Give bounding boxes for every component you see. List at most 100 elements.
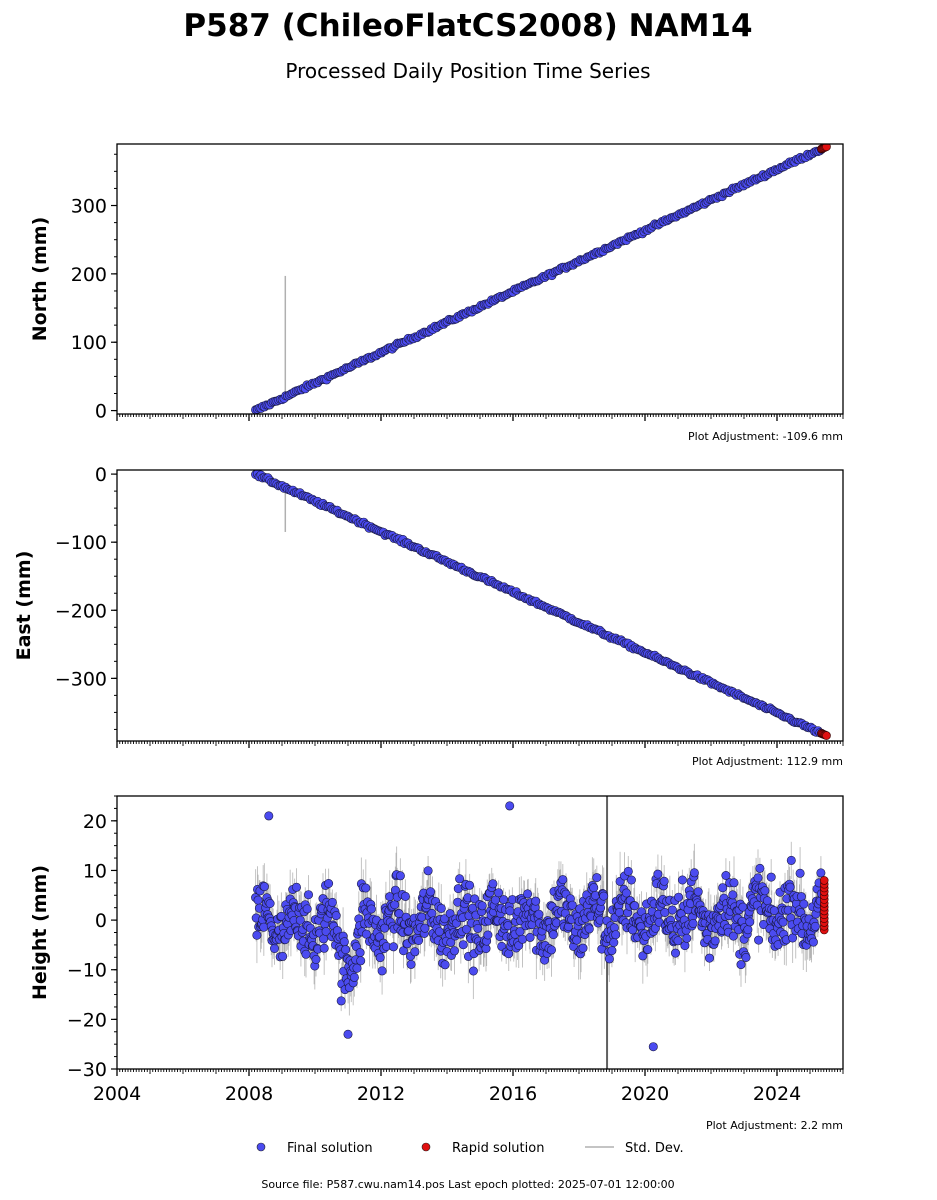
height-final-point [718, 883, 728, 893]
north-ytick-label: 300 [71, 196, 107, 218]
height-final-point [599, 891, 609, 901]
height-final-point [420, 923, 430, 933]
height-final-point [410, 947, 420, 957]
north-ytick-label: 200 [71, 264, 107, 286]
height-final-point [423, 866, 433, 876]
height-final-point [572, 935, 582, 945]
height-final-point [667, 905, 677, 915]
height-final-point [721, 870, 731, 880]
east-ytick-label: −100 [55, 532, 107, 554]
height-final-point [674, 892, 684, 902]
height-final-point [499, 895, 509, 905]
height-final-point [253, 895, 263, 905]
height-final-point [252, 930, 262, 940]
height-final-point [670, 948, 680, 958]
height-final-point [355, 948, 365, 958]
north-ytick-label: 100 [71, 332, 107, 354]
height-xtick-label: 2004 [93, 1083, 141, 1105]
height-final-point [810, 921, 820, 931]
east-rapid-point [822, 731, 831, 740]
source-footer: Source file: P587.cwu.nam14.pos Last epo… [261, 1178, 674, 1191]
height-final-point [589, 883, 599, 893]
height-final-point [754, 935, 764, 945]
height-final-point [584, 924, 594, 934]
height-final-point [341, 945, 351, 955]
height-final-point [762, 896, 772, 906]
height-plot-area [251, 796, 829, 1069]
east-frame [116, 469, 844, 742]
height-final-point [604, 954, 614, 964]
height-final-point [269, 943, 279, 953]
height-final-point [643, 944, 653, 954]
height-final-point [759, 919, 769, 929]
height-final-point [356, 956, 366, 966]
height-final-point [523, 889, 533, 899]
height-final-point [336, 996, 346, 1006]
east-ytick-label: −300 [55, 668, 107, 690]
height-final-point [558, 875, 568, 885]
height-final-point [648, 1042, 658, 1052]
height-final-point [799, 899, 809, 909]
east-plot-area [251, 470, 831, 740]
north-plot-adjustment: Plot Adjustment: -109.6 mm [688, 430, 843, 443]
north-plot-area [251, 144, 831, 414]
height-final-point [653, 869, 663, 879]
height-final-point [404, 926, 414, 936]
height-ytick-label: 20 [83, 811, 107, 833]
height-final-point [436, 903, 446, 913]
north-rapid-point [822, 144, 831, 151]
height-final-point [682, 933, 692, 943]
page-title: P587 (ChileoFlatCS2008) NAM14 [183, 8, 752, 44]
height-final-point [488, 879, 498, 889]
height-final-point [517, 934, 527, 944]
height-final-point [343, 1029, 353, 1039]
height-final-point [481, 944, 491, 954]
height-xtick-label: 2020 [621, 1083, 669, 1105]
height-final-point [534, 909, 544, 919]
height-final-point [504, 949, 514, 959]
height-final-point [264, 811, 274, 821]
height-final-point [439, 914, 449, 924]
height-final-point [808, 937, 818, 947]
height-final-point [548, 930, 558, 940]
height-final-point [578, 943, 588, 953]
legend-rapid-marker [421, 1142, 431, 1152]
north-ylabel: North (mm) [29, 217, 51, 342]
height-final-point [455, 874, 465, 884]
height-final-point [339, 937, 349, 947]
height-rapid-point [819, 876, 829, 885]
height-final-point [621, 888, 631, 898]
east-panel: 0 −100 −200 −300 East (mm) Plot Adjustment: 1… [13, 464, 844, 768]
height-final-point [473, 923, 483, 933]
height-final-point [753, 873, 763, 883]
height-final-point [440, 960, 450, 970]
height-final-point [461, 924, 471, 934]
height-final-point [743, 925, 753, 935]
north-panel: 0 100 200 300 North (mm) Plot Adjustment: -10… [29, 143, 844, 443]
height-final-point [414, 935, 424, 945]
height-final-point [795, 868, 805, 878]
north-ytick-label: 0 [95, 401, 107, 423]
height-final-point [693, 887, 703, 897]
height-final-point [503, 921, 513, 931]
height-final-point [546, 945, 556, 955]
height-final-point [291, 882, 301, 892]
height-final-point [638, 951, 648, 961]
height-xtick-label: 2008 [225, 1083, 273, 1105]
height-final-point [630, 901, 640, 911]
height-final-point [303, 890, 313, 900]
height-final-point [295, 915, 305, 925]
height-xtick-label: 2012 [357, 1083, 405, 1105]
height-xtick-label: 2016 [489, 1083, 537, 1105]
height-final-point [525, 932, 535, 942]
height-final-point [741, 952, 751, 962]
legend: Final solution Rapid solution Std. Dev. [256, 1141, 684, 1156]
east-plot-adjustment: Plot Adjustment: 112.9 mm [692, 755, 843, 768]
height-ytick-label: 0 [95, 910, 107, 932]
height-final-point [745, 917, 755, 927]
height-final-point [366, 904, 376, 914]
height-final-point [785, 882, 795, 892]
height-final-point [609, 937, 619, 947]
